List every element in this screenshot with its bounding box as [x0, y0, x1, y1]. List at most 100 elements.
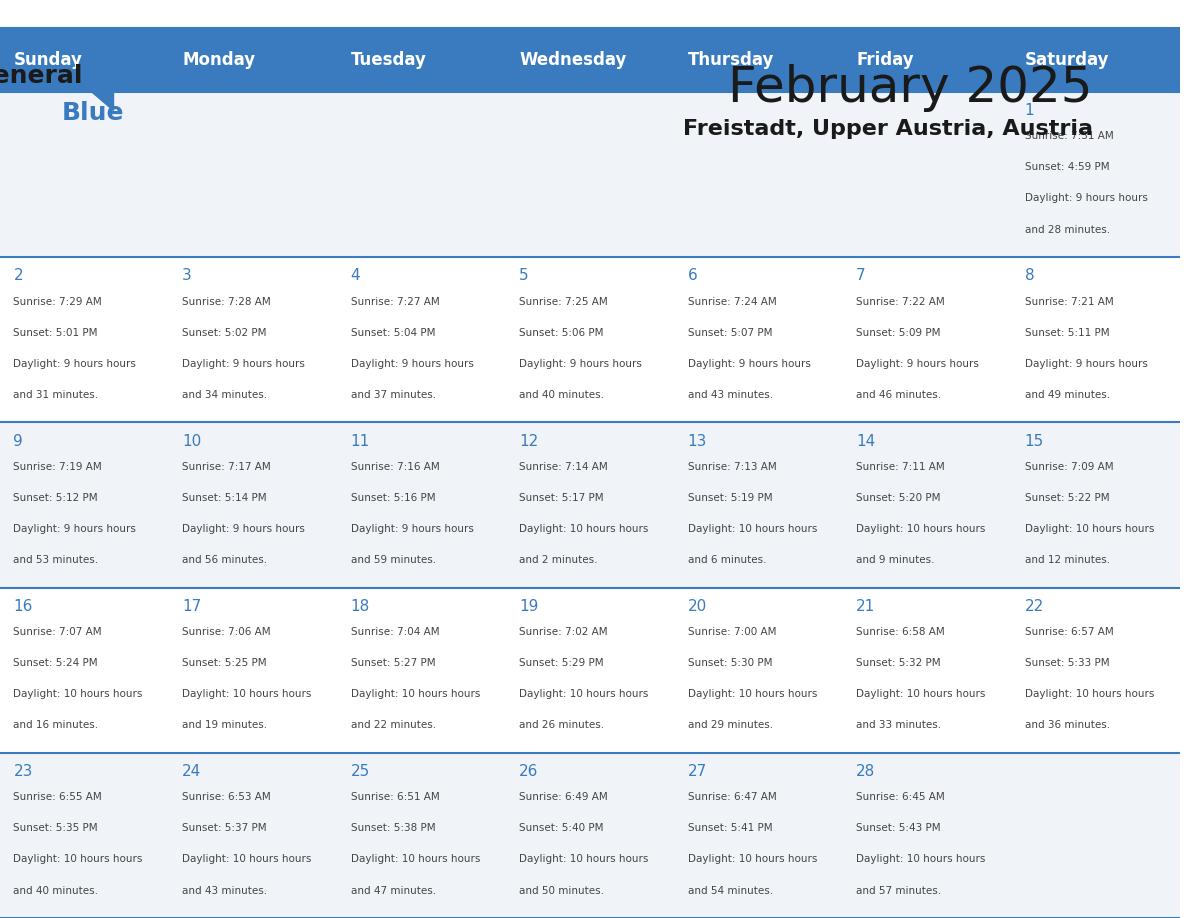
Text: and 6 minutes.: and 6 minutes. [688, 555, 766, 565]
Text: Sunset: 5:41 PM: Sunset: 5:41 PM [688, 823, 772, 834]
Text: and 2 minutes.: and 2 minutes. [519, 555, 598, 565]
Text: and 29 minutes.: and 29 minutes. [688, 721, 772, 731]
Text: Sunday: Sunday [13, 51, 82, 69]
Text: Sunrise: 6:55 AM: Sunrise: 6:55 AM [13, 792, 102, 802]
Text: Sunset: 5:12 PM: Sunset: 5:12 PM [13, 493, 99, 503]
Text: Sunrise: 7:02 AM: Sunrise: 7:02 AM [519, 627, 608, 637]
Text: Daylight: 10 hours hours: Daylight: 10 hours hours [519, 689, 649, 700]
Text: Sunrise: 7:14 AM: Sunrise: 7:14 AM [519, 462, 608, 472]
Text: Daylight: 9 hours hours: Daylight: 9 hours hours [182, 359, 305, 369]
Text: Daylight: 10 hours hours: Daylight: 10 hours hours [13, 855, 143, 865]
Text: and 40 minutes.: and 40 minutes. [519, 390, 604, 400]
Text: and 9 minutes.: and 9 minutes. [857, 555, 935, 565]
Text: 15: 15 [1024, 433, 1044, 449]
FancyBboxPatch shape [169, 753, 337, 918]
Text: Sunrise: 6:49 AM: Sunrise: 6:49 AM [519, 792, 608, 802]
Text: and 57 minutes.: and 57 minutes. [857, 886, 941, 896]
Text: Sunrise: 6:53 AM: Sunrise: 6:53 AM [182, 792, 271, 802]
Text: Daylight: 9 hours hours: Daylight: 9 hours hours [1024, 359, 1148, 369]
Text: Sunrise: 7:11 AM: Sunrise: 7:11 AM [857, 462, 944, 472]
Text: 24: 24 [182, 764, 201, 779]
FancyBboxPatch shape [337, 257, 506, 422]
Text: and 56 minutes.: and 56 minutes. [182, 555, 267, 565]
FancyBboxPatch shape [337, 588, 506, 753]
Text: 17: 17 [182, 599, 201, 614]
FancyBboxPatch shape [337, 28, 506, 92]
FancyBboxPatch shape [674, 257, 842, 422]
Text: Sunrise: 7:29 AM: Sunrise: 7:29 AM [13, 297, 102, 307]
Text: Sunset: 5:35 PM: Sunset: 5:35 PM [13, 823, 99, 834]
Text: 23: 23 [13, 764, 33, 779]
Text: and 49 minutes.: and 49 minutes. [1024, 390, 1110, 400]
Text: 4: 4 [350, 268, 360, 284]
Text: Sunrise: 7:27 AM: Sunrise: 7:27 AM [350, 297, 440, 307]
Text: 13: 13 [688, 433, 707, 449]
Text: Daylight: 9 hours hours: Daylight: 9 hours hours [13, 524, 137, 534]
Text: Sunrise: 6:45 AM: Sunrise: 6:45 AM [857, 792, 944, 802]
Text: Daylight: 10 hours hours: Daylight: 10 hours hours [857, 855, 986, 865]
Text: Daylight: 10 hours hours: Daylight: 10 hours hours [350, 689, 480, 700]
Text: 11: 11 [350, 433, 369, 449]
Text: 19: 19 [519, 599, 538, 614]
Text: Daylight: 9 hours hours: Daylight: 9 hours hours [857, 359, 979, 369]
FancyBboxPatch shape [674, 92, 842, 257]
Text: Sunrise: 7:17 AM: Sunrise: 7:17 AM [182, 462, 271, 472]
Text: Sunset: 5:29 PM: Sunset: 5:29 PM [519, 658, 604, 668]
FancyBboxPatch shape [1011, 28, 1180, 92]
Text: and 43 minutes.: and 43 minutes. [182, 886, 267, 896]
Text: and 47 minutes.: and 47 minutes. [350, 886, 436, 896]
Text: Wednesday: Wednesday [519, 51, 626, 69]
Text: and 22 minutes.: and 22 minutes. [350, 721, 436, 731]
FancyBboxPatch shape [0, 588, 169, 753]
Text: Sunrise: 6:47 AM: Sunrise: 6:47 AM [688, 792, 776, 802]
Text: Sunset: 5:06 PM: Sunset: 5:06 PM [519, 328, 604, 338]
Text: Sunrise: 6:58 AM: Sunrise: 6:58 AM [857, 627, 944, 637]
Text: Sunset: 5:43 PM: Sunset: 5:43 PM [857, 823, 941, 834]
Text: Daylight: 9 hours hours: Daylight: 9 hours hours [1024, 194, 1148, 204]
FancyBboxPatch shape [169, 92, 337, 257]
Text: Sunset: 5:27 PM: Sunset: 5:27 PM [350, 658, 435, 668]
Text: 3: 3 [182, 268, 191, 284]
FancyBboxPatch shape [169, 28, 337, 92]
Text: Sunset: 5:01 PM: Sunset: 5:01 PM [13, 328, 97, 338]
Text: 18: 18 [350, 599, 369, 614]
Text: Sunset: 5:33 PM: Sunset: 5:33 PM [1024, 658, 1110, 668]
Text: and 19 minutes.: and 19 minutes. [182, 721, 267, 731]
Text: Daylight: 9 hours hours: Daylight: 9 hours hours [519, 359, 642, 369]
Text: 1: 1 [1024, 103, 1035, 118]
FancyBboxPatch shape [0, 422, 169, 588]
FancyBboxPatch shape [506, 92, 674, 257]
Text: 25: 25 [350, 764, 369, 779]
FancyBboxPatch shape [842, 28, 1011, 92]
FancyBboxPatch shape [1011, 588, 1180, 753]
FancyBboxPatch shape [842, 753, 1011, 918]
Text: and 33 minutes.: and 33 minutes. [857, 721, 941, 731]
Text: Sunrise: 7:31 AM: Sunrise: 7:31 AM [1024, 131, 1113, 141]
Text: Sunset: 5:17 PM: Sunset: 5:17 PM [519, 493, 604, 503]
Text: Sunrise: 7:19 AM: Sunrise: 7:19 AM [13, 462, 102, 472]
Text: 22: 22 [1024, 599, 1044, 614]
Text: Sunrise: 7:13 AM: Sunrise: 7:13 AM [688, 462, 776, 472]
Text: 5: 5 [519, 268, 529, 284]
FancyBboxPatch shape [0, 28, 169, 92]
Text: Sunset: 5:30 PM: Sunset: 5:30 PM [688, 658, 772, 668]
Text: 7: 7 [857, 268, 866, 284]
Text: Sunset: 5:22 PM: Sunset: 5:22 PM [1024, 493, 1110, 503]
Text: and 16 minutes.: and 16 minutes. [13, 721, 99, 731]
Text: Daylight: 10 hours hours: Daylight: 10 hours hours [519, 855, 649, 865]
FancyBboxPatch shape [842, 588, 1011, 753]
Text: Daylight: 9 hours hours: Daylight: 9 hours hours [688, 359, 810, 369]
Text: Sunset: 5:32 PM: Sunset: 5:32 PM [857, 658, 941, 668]
Text: Sunrise: 7:22 AM: Sunrise: 7:22 AM [857, 297, 944, 307]
Text: and 26 minutes.: and 26 minutes. [519, 721, 605, 731]
Text: and 50 minutes.: and 50 minutes. [519, 886, 604, 896]
Text: Sunrise: 7:07 AM: Sunrise: 7:07 AM [13, 627, 102, 637]
FancyBboxPatch shape [842, 257, 1011, 422]
Text: Sunrise: 7:21 AM: Sunrise: 7:21 AM [1024, 297, 1113, 307]
Text: 14: 14 [857, 433, 876, 449]
Text: Daylight: 10 hours hours: Daylight: 10 hours hours [688, 689, 817, 700]
Text: Sunset: 5:09 PM: Sunset: 5:09 PM [857, 328, 941, 338]
Text: 20: 20 [688, 599, 707, 614]
Text: 9: 9 [13, 433, 24, 449]
Text: Daylight: 9 hours hours: Daylight: 9 hours hours [182, 524, 305, 534]
